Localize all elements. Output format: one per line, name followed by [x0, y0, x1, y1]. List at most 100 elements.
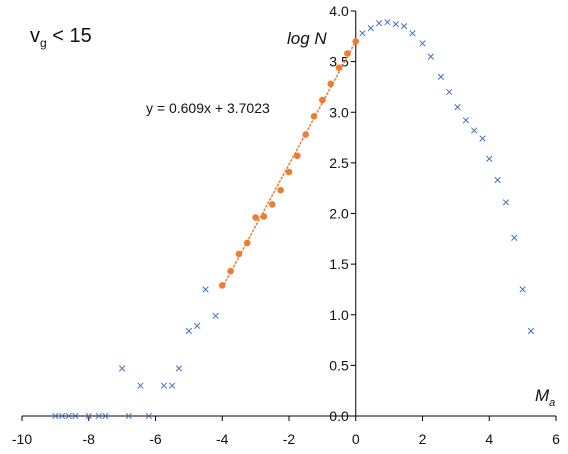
x-tick-label: 2 — [419, 431, 427, 447]
data-point-x — [95, 412, 102, 420]
data-point-dot — [319, 96, 326, 104]
x-tick-label: -8 — [83, 431, 96, 447]
data-point-x — [137, 382, 144, 389]
data-point-x — [446, 88, 453, 96]
x-tick-label: -6 — [149, 431, 162, 447]
data-point-x — [125, 412, 132, 420]
y-tick-label: 4.0 — [329, 3, 349, 19]
data-point-x — [52, 412, 59, 420]
data-marks — [52, 18, 535, 420]
data-point-x-stroke — [527, 327, 535, 335]
y-tick-label: 3.0 — [329, 104, 349, 120]
data-point-x-stroke — [85, 412, 92, 420]
data-point-x — [145, 412, 152, 420]
data-point-x — [102, 412, 109, 420]
data-point-x — [384, 18, 391, 26]
data-point-x — [359, 30, 366, 37]
data-point-x-stroke — [419, 40, 426, 47]
data-point-dot — [327, 80, 335, 88]
data-point-x-stroke — [375, 19, 383, 27]
data-point-x — [419, 40, 426, 47]
data-point-x — [72, 412, 79, 420]
data-point-x-stroke — [95, 412, 102, 420]
x-tick-label: 6 — [552, 431, 560, 447]
data-point-x — [392, 21, 399, 28]
data-point-x-stroke — [409, 30, 416, 37]
data-point-x-stroke — [202, 286, 209, 293]
data-point-x — [400, 23, 408, 30]
data-point-x-stroke — [454, 104, 461, 111]
data-point-x-stroke — [175, 365, 183, 372]
data-point-dot — [294, 152, 301, 160]
data-point-x — [118, 365, 126, 372]
data-point-x — [479, 135, 486, 142]
data-point-x-stroke — [479, 135, 486, 142]
data-point-x — [427, 53, 434, 60]
data-point-x-stroke — [102, 412, 109, 420]
y-tick-label: 0.5 — [329, 357, 349, 373]
data-point-x — [486, 155, 493, 162]
data-point-x-stroke — [384, 18, 391, 26]
data-point-x — [367, 25, 374, 32]
data-point-x — [454, 104, 461, 111]
data-point-x-stroke — [137, 382, 144, 389]
data-point-x-stroke — [427, 53, 434, 60]
y-tick-label: 2.0 — [329, 206, 349, 222]
data-point-x-stroke — [145, 412, 152, 420]
data-point-x — [185, 327, 193, 335]
data-point-dot — [235, 250, 243, 258]
data-point-dot — [277, 186, 284, 194]
data-point-x-stroke — [462, 117, 470, 124]
data-point-x-stroke — [72, 412, 79, 420]
data-point-dot — [302, 131, 309, 138]
data-point-x-stroke — [65, 412, 72, 420]
data-point-x — [85, 412, 92, 420]
data-point-x — [375, 19, 383, 27]
data-point-x-stroke — [446, 88, 453, 96]
data-point-x-stroke — [400, 23, 408, 30]
data-point-x — [194, 322, 201, 330]
data-point-x — [175, 365, 183, 372]
trendline-equation: y = 0.609x + 3.7023 — [146, 100, 270, 116]
chart-annotation-title: vg < 15 — [30, 25, 92, 50]
data-point-x-stroke — [437, 73, 445, 80]
data-point-dot — [344, 50, 351, 57]
data-point-x-stroke — [52, 412, 59, 420]
data-point-x — [409, 30, 416, 37]
data-point-x — [65, 412, 72, 420]
data-point-x-stroke — [212, 312, 219, 319]
data-point-dot — [260, 213, 268, 220]
data-point-x-stroke — [160, 382, 167, 389]
y-tick-label: 3.5 — [329, 54, 349, 70]
x-tick-label: -10 — [12, 431, 32, 447]
data-point-x — [462, 117, 470, 124]
data-point-x — [502, 199, 510, 206]
data-point-x-stroke — [58, 412, 66, 420]
data-point-x-stroke — [359, 30, 366, 37]
y-tick-label: 0.0 — [329, 408, 349, 424]
data-point-x — [437, 73, 445, 80]
data-point-x — [527, 327, 535, 335]
data-point-x-stroke — [471, 127, 478, 134]
data-point-x-stroke — [519, 286, 526, 293]
data-point-x-stroke — [118, 365, 126, 372]
data-point-x-stroke — [502, 199, 510, 206]
data-point-x — [511, 234, 518, 241]
data-point-dot — [243, 239, 251, 247]
y-tick-label: 2.5 — [329, 155, 349, 171]
data-point-x — [519, 286, 526, 293]
x-tick-label: 4 — [485, 431, 493, 447]
data-point-x — [202, 286, 209, 293]
data-point-x-stroke — [125, 412, 132, 420]
data-point-dot — [285, 168, 293, 176]
x-tick-label: 0 — [352, 431, 360, 447]
data-point-x-stroke — [185, 327, 193, 335]
data-point-dot — [218, 282, 226, 289]
data-point-dot — [310, 113, 318, 120]
data-point-dot — [352, 38, 360, 45]
axes: -10 -8 -6 -4 -2 0 2 4 6 0.0 0.5 1.0 1.5 2.0 2.5 3.0 3.5 4… — [12, 3, 560, 447]
data-point-x-stroke — [367, 25, 374, 32]
data-point-dot — [227, 267, 234, 275]
y-axis-label: log N — [287, 29, 327, 48]
